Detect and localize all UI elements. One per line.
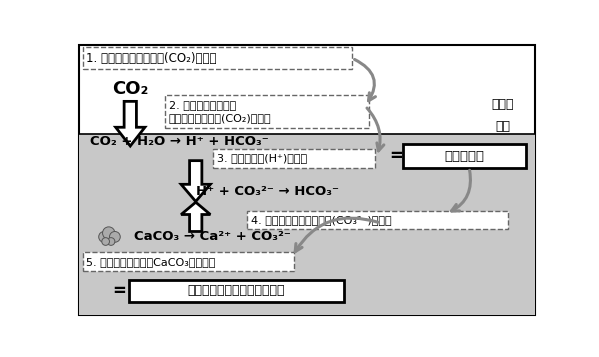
Polygon shape (181, 202, 210, 231)
Bar (78, 134, 536, 316)
Text: 5. 炭酸カルシウム（CaCO₃）が減少: 5. 炭酸カルシウム（CaCO₃）が減少 (86, 257, 216, 267)
Text: CaCO₃ → Ca²⁺ + CO₃²⁻: CaCO₃ → Ca²⁺ + CO₃²⁻ (134, 230, 291, 243)
Circle shape (102, 238, 110, 245)
Text: =: = (389, 147, 403, 165)
Text: 大気中: 大気中 (492, 98, 514, 111)
Bar (247, 211, 507, 229)
Text: =: = (112, 282, 126, 300)
Bar (83, 47, 352, 69)
Text: H⁺ + CO₃²⁻ → HCO₃⁻: H⁺ + CO₃²⁻ → HCO₃⁻ (196, 185, 338, 198)
Bar (165, 95, 369, 127)
Bar (129, 280, 344, 302)
Circle shape (110, 231, 120, 242)
Text: 海中: 海中 (495, 120, 510, 132)
Text: 3. 水素イオン(H⁺)が増加: 3. 水素イオン(H⁺)が増加 (217, 154, 307, 164)
Text: 海洋酸性化: 海洋酸性化 (444, 150, 485, 162)
Circle shape (99, 231, 110, 242)
FancyArrowPatch shape (452, 170, 470, 211)
Polygon shape (181, 161, 210, 201)
Circle shape (102, 227, 115, 239)
Text: CO₂ + H₂O → H⁺ + HCO₃⁻: CO₂ + H₂O → H⁺ + HCO₃⁻ (90, 135, 269, 148)
Bar (403, 145, 526, 167)
Circle shape (107, 238, 115, 245)
FancyArrowPatch shape (367, 108, 384, 151)
Text: 2. 海中に溶け込んで
海中の二酸化炭素(CO₂)が増加: 2. 海中に溶け込んで 海中の二酸化炭素(CO₂)が増加 (169, 100, 271, 122)
Text: サンゴ骨格ができにくくなる: サンゴ骨格ができにくくなる (187, 284, 285, 297)
FancyArrowPatch shape (355, 59, 376, 101)
Text: 4. 中和のため炭酸イオン(CO₃²⁻)が減少: 4. 中和のため炭酸イオン(CO₃²⁻)が減少 (251, 215, 392, 225)
Text: 1. 大気中の二酸化炭素(CO₂)が増加: 1. 大気中の二酸化炭素(CO₂)が増加 (86, 52, 217, 65)
Bar (213, 149, 375, 167)
FancyArrowPatch shape (295, 218, 378, 252)
Text: CO₂: CO₂ (112, 80, 149, 98)
Polygon shape (116, 101, 145, 146)
Bar (83, 252, 294, 271)
